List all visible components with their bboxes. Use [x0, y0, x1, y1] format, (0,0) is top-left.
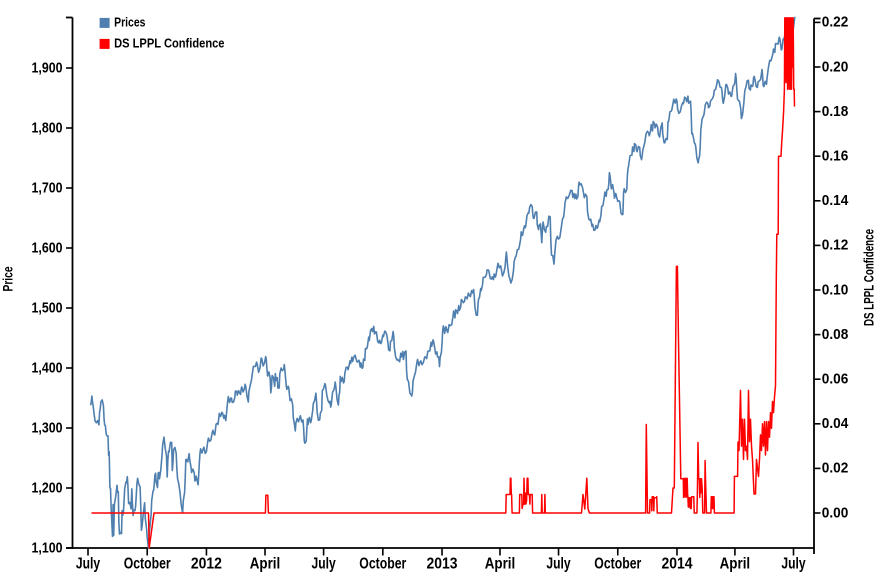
svg-text:0.06: 0.06 — [822, 372, 849, 388]
svg-text:1,700: 1,700 — [32, 180, 63, 196]
svg-text:0.18: 0.18 — [822, 104, 849, 120]
svg-text:1,800: 1,800 — [32, 120, 63, 136]
svg-text:October: October — [594, 556, 641, 573]
svg-text:0.00: 0.00 — [822, 505, 849, 521]
svg-text:July: July — [76, 556, 100, 573]
svg-text:0.16: 0.16 — [822, 149, 849, 165]
svg-text:Price: Price — [1, 266, 16, 291]
svg-text:October: October — [124, 556, 171, 573]
svg-text:July: July — [312, 556, 336, 573]
svg-text:2014: 2014 — [662, 556, 693, 573]
svg-text:July: July — [781, 556, 805, 573]
svg-text:April: April — [720, 556, 751, 573]
svg-text:1,400: 1,400 — [32, 360, 63, 376]
svg-text:1,100: 1,100 — [32, 540, 63, 556]
svg-text:1,200: 1,200 — [32, 480, 63, 496]
svg-text:DS LPPL Confidence: DS LPPL Confidence — [114, 35, 224, 50]
svg-text:DS LPPL Confidence: DS LPPL Confidence — [861, 229, 877, 326]
svg-text:0.22: 0.22 — [822, 15, 849, 31]
svg-text:1,300: 1,300 — [32, 420, 63, 436]
svg-text:Prices: Prices — [114, 15, 145, 30]
svg-text:0.08: 0.08 — [822, 327, 849, 343]
svg-text:July: July — [546, 556, 570, 573]
svg-text:October: October — [359, 556, 406, 573]
svg-text:2012: 2012 — [191, 556, 222, 573]
svg-text:April: April — [485, 556, 516, 573]
svg-text:0.14: 0.14 — [822, 193, 849, 209]
svg-text:0.10: 0.10 — [822, 282, 849, 298]
svg-text:1,900: 1,900 — [32, 60, 63, 76]
svg-text:1,500: 1,500 — [32, 300, 63, 316]
svg-text:2013: 2013 — [427, 556, 458, 573]
svg-text:1,600: 1,600 — [32, 240, 63, 256]
svg-text:0.02: 0.02 — [822, 461, 849, 477]
svg-text:April: April — [250, 556, 281, 573]
svg-text:0.04: 0.04 — [822, 416, 849, 432]
svg-text:0.12: 0.12 — [822, 238, 849, 254]
svg-text:0.20: 0.20 — [822, 59, 849, 75]
